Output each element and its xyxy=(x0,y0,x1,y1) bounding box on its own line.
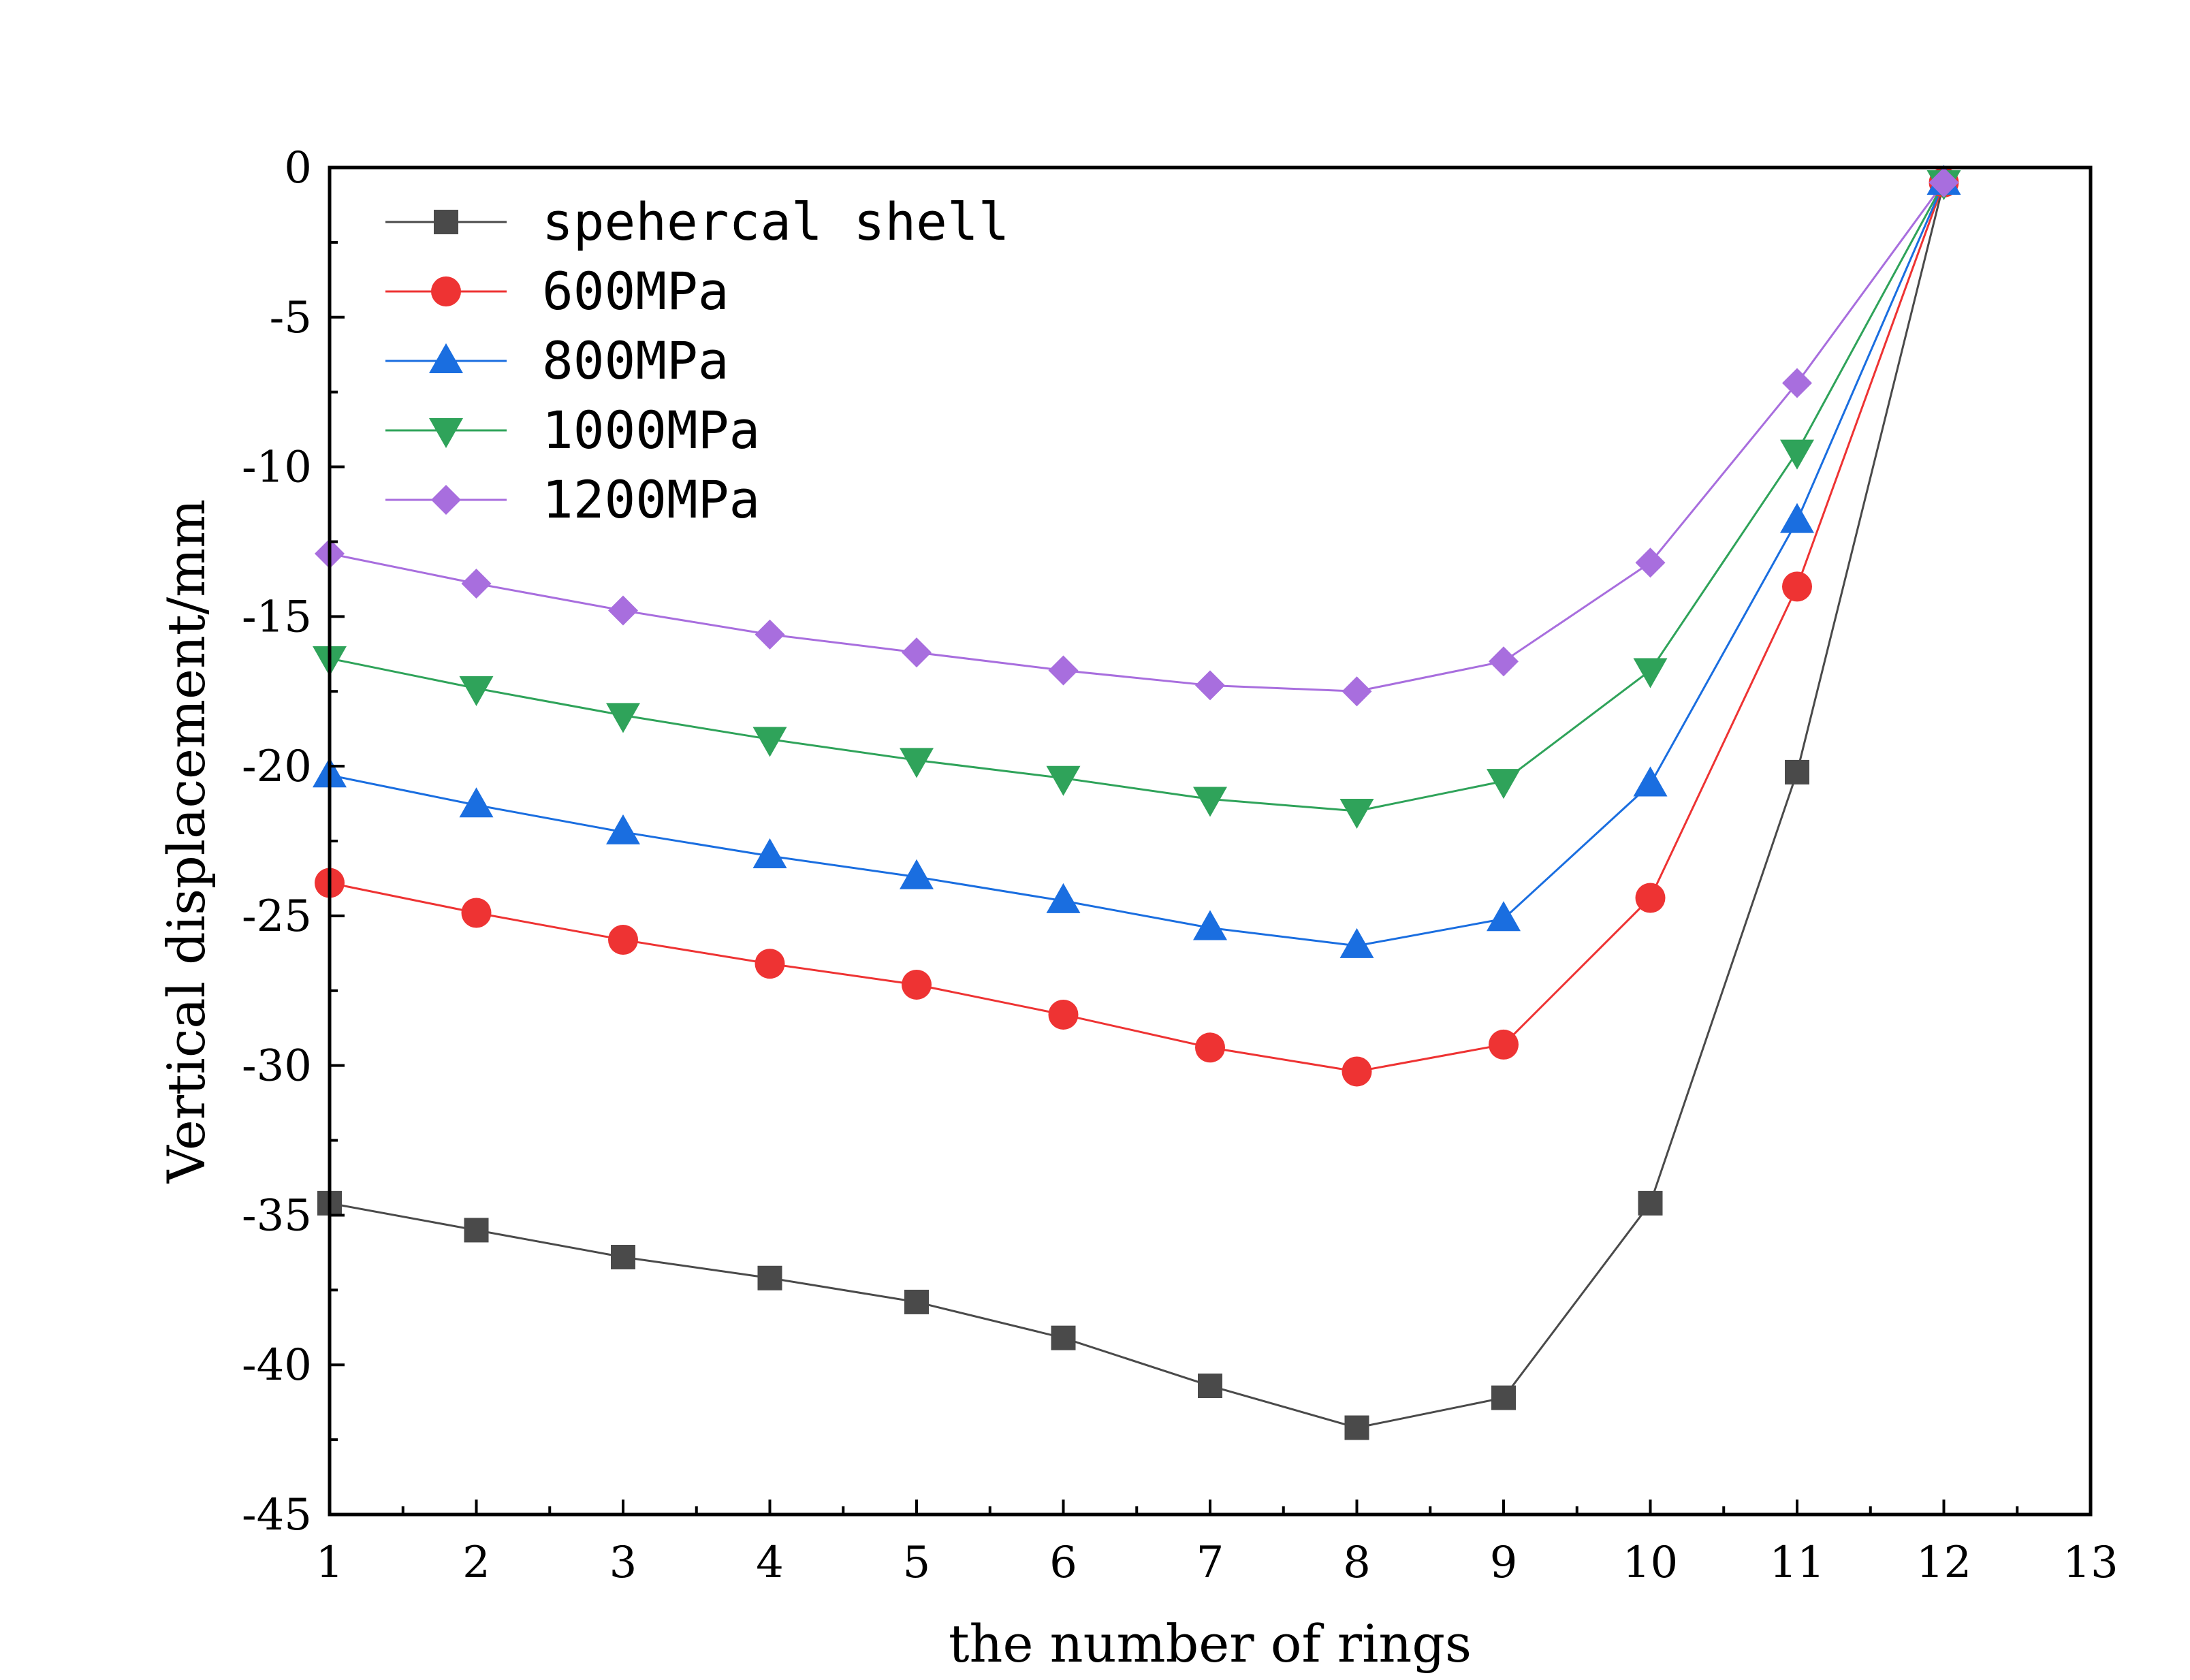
data-point-series-3 xyxy=(1339,799,1374,829)
data-point-series-1 xyxy=(1195,1032,1225,1063)
y-tick-label: -40 xyxy=(242,1340,312,1391)
data-point-series-3 xyxy=(1193,787,1227,817)
legend-label: 800MPa xyxy=(542,330,729,391)
y-tick-label: -45 xyxy=(242,1490,312,1540)
legend-marker xyxy=(431,276,461,306)
data-point-series-0 xyxy=(1491,1385,1516,1410)
data-point-series-3 xyxy=(900,748,934,778)
data-point-series-4 xyxy=(1782,368,1812,398)
data-point-series-3 xyxy=(1046,765,1081,796)
data-point-series-0 xyxy=(904,1289,929,1314)
series-line-0 xyxy=(329,182,1945,1429)
y-tick-label: -15 xyxy=(242,592,312,642)
series-markers xyxy=(313,164,1961,1440)
data-point-series-2 xyxy=(1633,766,1668,797)
x-tick-label: 9 xyxy=(1490,1538,1518,1588)
legend-label: spehercal shell xyxy=(542,191,1009,252)
data-point-series-4 xyxy=(755,619,785,650)
data-point-series-2 xyxy=(1780,503,1814,533)
axes: 1 2 3 4 5 6 7 8 9 10 11 12 130-5-10-15-20-25-30-35-4… xyxy=(242,143,2118,1588)
y-tick-label: 0 xyxy=(284,143,312,193)
data-point-series-0 xyxy=(1198,1373,1222,1398)
x-tick-label: 12 xyxy=(1916,1538,1971,1588)
x-tick-label: 6 xyxy=(1049,1538,1077,1588)
x-tick-label: 7 xyxy=(1196,1538,1224,1588)
y-tick-label: -30 xyxy=(242,1041,312,1092)
data-point-series-1 xyxy=(1635,883,1666,913)
data-point-series-1 xyxy=(608,925,638,955)
data-point-series-0 xyxy=(464,1218,489,1243)
legend-marker xyxy=(429,343,463,373)
y-tick-label: -25 xyxy=(242,891,312,942)
y-tick-label: -10 xyxy=(242,443,312,493)
data-point-series-1 xyxy=(1782,571,1812,602)
data-point-series-1 xyxy=(1489,1029,1519,1060)
x-tick-label: 2 xyxy=(462,1538,490,1588)
data-point-series-2 xyxy=(1339,928,1374,958)
y-tick-label: -5 xyxy=(270,293,312,343)
data-point-series-4 xyxy=(1635,548,1666,578)
data-point-series-0 xyxy=(757,1265,782,1290)
legend-label: 600MPa xyxy=(542,261,729,321)
data-point-series-4 xyxy=(461,568,492,599)
data-point-series-1 xyxy=(1342,1056,1372,1087)
data-point-series-2 xyxy=(1193,910,1227,940)
data-point-series-4 xyxy=(1048,655,1079,686)
data-point-series-3 xyxy=(1633,658,1668,688)
data-point-series-4 xyxy=(1929,167,1959,197)
y-axis-title: Vertical displacement/mm xyxy=(156,499,217,1184)
data-point-series-4 xyxy=(608,595,638,626)
x-axis-title: the number of rings xyxy=(949,1613,1472,1674)
legend: spehercal shell 600MPa 800MPa 1000MPa 1200MP… xyxy=(385,191,1009,530)
data-point-series-2 xyxy=(606,814,640,844)
data-point-series-2 xyxy=(752,838,787,868)
x-tick-label: 13 xyxy=(2063,1538,2118,1588)
data-point-series-0 xyxy=(611,1244,635,1269)
x-tick-label: 3 xyxy=(609,1538,637,1588)
data-point-series-2 xyxy=(1046,883,1081,913)
data-point-series-2 xyxy=(900,859,934,889)
x-tick-label: 10 xyxy=(1623,1538,1678,1588)
data-point-series-0 xyxy=(1638,1190,1663,1216)
data-point-series-2 xyxy=(459,787,494,818)
x-tick-label: 4 xyxy=(756,1538,784,1588)
y-tick-label: -35 xyxy=(242,1190,312,1241)
data-point-series-3 xyxy=(459,676,494,706)
series-lines xyxy=(329,182,1945,1429)
data-point-series-3 xyxy=(1780,439,1814,470)
legend-label: 1000MPa xyxy=(542,400,760,460)
x-tick-label: 8 xyxy=(1343,1538,1371,1588)
legend-label: 1200MPa xyxy=(542,469,760,530)
data-point-series-3 xyxy=(606,703,640,733)
legend-marker xyxy=(434,210,458,234)
series-line-4 xyxy=(329,182,1945,693)
x-tick-label: 5 xyxy=(903,1538,931,1588)
data-point-series-3 xyxy=(752,727,787,757)
data-point-series-1 xyxy=(1048,999,1079,1030)
legend-marker xyxy=(431,485,461,515)
data-point-series-2 xyxy=(1487,901,1521,932)
y-tick-label: -20 xyxy=(242,742,312,792)
x-tick-label: 1 xyxy=(316,1538,344,1588)
data-point-series-0 xyxy=(1051,1325,1076,1350)
series-line-3 xyxy=(329,182,1945,812)
series-line-1 xyxy=(329,182,1945,1073)
data-point-series-0 xyxy=(1785,759,1809,784)
data-point-series-4 xyxy=(1342,676,1372,707)
series-line-2 xyxy=(329,182,1945,947)
data-point-series-4 xyxy=(1195,670,1225,701)
data-point-series-1 xyxy=(461,898,492,928)
data-point-series-3 xyxy=(1487,769,1521,799)
data-point-series-1 xyxy=(902,969,932,1000)
data-point-series-0 xyxy=(1344,1415,1369,1440)
data-point-series-4 xyxy=(1489,646,1519,677)
data-point-series-4 xyxy=(902,637,932,668)
x-tick-label: 11 xyxy=(1769,1538,1824,1588)
data-point-series-1 xyxy=(755,949,785,979)
legend-marker xyxy=(429,418,463,448)
